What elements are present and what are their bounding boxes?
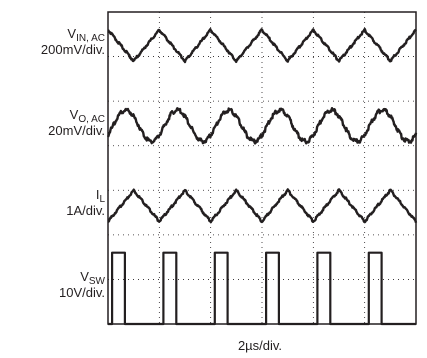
trace-vo <box>106 107 418 145</box>
channel-name-vo: VO, AC <box>48 106 105 125</box>
channel-symbol: I <box>95 186 100 202</box>
channel-scale-vin: 200mV/div. <box>40 42 105 58</box>
plot-grid <box>108 12 416 324</box>
trace-vin <box>107 27 417 64</box>
channel-scale-vsw: 10V/div. <box>58 285 105 301</box>
channel-subscript: O, AC <box>78 113 105 125</box>
time-scale-label: 2µs/div. <box>237 338 283 353</box>
channel-symbol: V <box>67 26 77 42</box>
channel-symbol: V <box>80 269 89 285</box>
channel-label-il: IL 1A/div. <box>66 187 105 219</box>
channel-label-vsw: VSW 10V/div. <box>59 269 105 301</box>
channel-subscript: IN, AC <box>76 33 105 45</box>
channel-scale-vo: 20mV/div. <box>48 122 105 138</box>
channel-name-vsw: VSW <box>59 269 105 288</box>
channel-symbol: V <box>69 106 79 122</box>
channel-subscript: SW <box>88 276 105 288</box>
channel-label-vin: VIN, AC 200mV/div. <box>41 26 105 58</box>
channel-subscript: L <box>99 193 105 205</box>
trace-il <box>107 188 418 224</box>
channel-label-vo: VO, AC 20mV/div. <box>48 107 105 139</box>
channel-name-vin: VIN, AC <box>41 26 105 45</box>
channel-name-il: IL <box>66 186 105 205</box>
plot-traces <box>106 27 418 326</box>
channel-scale-il: 1A/div. <box>66 202 105 218</box>
trace-vsw <box>108 251 416 326</box>
